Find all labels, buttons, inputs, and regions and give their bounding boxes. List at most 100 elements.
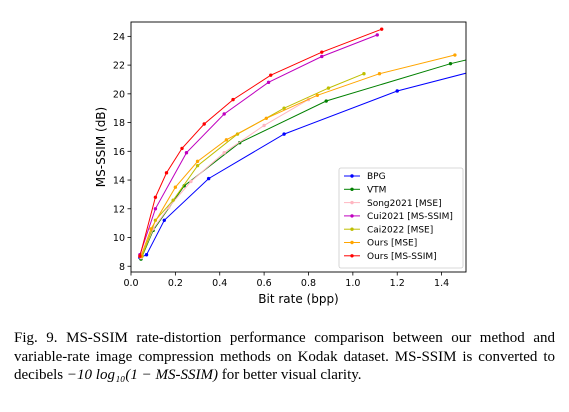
data-point — [362, 72, 366, 76]
legend-label: Cui2021 [MS-SSIM] — [367, 212, 453, 222]
x-tick-label: 0.8 — [301, 278, 316, 289]
x-tick-label: 0.0 — [123, 278, 138, 289]
data-point — [222, 151, 226, 155]
data-point — [189, 179, 193, 184]
data-point — [326, 86, 331, 90]
caption-text: MS-SSIM rate-distortion performance comp… — [14, 330, 555, 383]
data-point — [153, 195, 158, 199]
data-point — [195, 159, 200, 164]
data-point — [224, 138, 229, 142]
series-bpg — [138, 69, 476, 260]
data-point — [266, 80, 271, 85]
x-axis-label: Bit rate (bpp) — [258, 292, 339, 306]
y-axis-ticks: 8 10 12 14 16 18 20 22 24 — [113, 32, 131, 273]
axes-frame — [130, 21, 467, 273]
plot-series-group — [138, 27, 476, 261]
legend-label: Song2021 [MSE] — [367, 199, 442, 209]
legend-swatch-marker — [350, 200, 354, 205]
data-point — [320, 50, 324, 54]
data-point — [320, 54, 324, 59]
series-ours-mse — [139, 53, 457, 258]
data-point — [269, 73, 273, 77]
y-tick-label: 10 — [113, 233, 125, 244]
data-point — [395, 89, 399, 93]
legend-swatch-marker — [350, 187, 354, 191]
series-line — [140, 99, 309, 258]
data-point — [164, 171, 169, 175]
legend-swatch-marker — [350, 214, 354, 218]
data-point — [195, 163, 200, 168]
x-tick-label: 1.4 — [434, 278, 449, 289]
data-point — [171, 198, 175, 202]
legend-label: VTM — [367, 186, 386, 196]
legend-item: Ours [MS-SSIM] — [344, 252, 437, 262]
data-point — [379, 27, 384, 31]
data-point — [375, 33, 379, 37]
legend-label: Ours [MSE] — [367, 239, 417, 249]
legend-swatch-marker — [350, 254, 354, 258]
y-tick-label: 8 — [119, 262, 125, 273]
x-tick-label: 1.0 — [345, 278, 360, 289]
data-point — [162, 218, 166, 222]
legend: BPG VTM Song2021 [MSE] Cui2021 [MS-SSIM] Cai… — [338, 167, 464, 269]
series-cui2021-ms-ssim — [138, 33, 379, 257]
data-point — [138, 254, 142, 258]
legend-label: Cai2022 [MSE] — [367, 225, 433, 235]
x-tick-label: 0.2 — [168, 278, 183, 289]
data-point — [144, 253, 149, 257]
data-point — [453, 53, 457, 57]
caption-text-end: for better visual clarity. — [217, 367, 362, 383]
x-tick-label: 1.2 — [390, 278, 405, 289]
legend-item: Cai2022 [MSE] — [344, 225, 433, 235]
data-point — [262, 123, 266, 128]
data-point — [282, 132, 286, 136]
figure-caption: Fig. 9. MS-SSIM rate-distortion performa… — [14, 329, 555, 385]
y-tick-label: 24 — [113, 32, 125, 43]
y-tick-label: 20 — [113, 89, 125, 100]
series-line — [141, 73, 365, 257]
y-tick-label: 22 — [113, 61, 125, 72]
legend-swatch-marker — [350, 240, 354, 245]
data-point — [324, 99, 328, 103]
data-point — [184, 151, 189, 155]
data-point — [149, 227, 153, 231]
series-cai2022-mse — [140, 72, 366, 258]
y-tick-label: 18 — [113, 118, 125, 129]
y-tick-label: 14 — [113, 176, 125, 187]
y-tick-label: 12 — [113, 204, 125, 215]
legend-item: Ours [MSE] — [344, 239, 417, 249]
legend-item: Cui2021 [MS-SSIM] — [344, 212, 453, 222]
data-point — [153, 207, 158, 211]
y-tick-label: 16 — [113, 147, 125, 158]
x-tick-label: 0.4 — [212, 278, 227, 289]
y-axis-label: MS-SSIM (dB) — [94, 107, 108, 187]
series-ours-ms-ssim — [138, 27, 384, 258]
x-axis-ticks: 0.0 0.2 0.4 0.6 0.8 1.0 1.2 1.4 — [123, 272, 449, 289]
legend-box — [338, 167, 464, 269]
data-point — [206, 176, 211, 181]
data-point — [264, 116, 269, 120]
legend-label: Ours [MS-SSIM] — [367, 252, 437, 262]
data-point — [377, 72, 382, 76]
legend-item: VTM — [344, 186, 386, 196]
data-point — [473, 69, 476, 72]
rd-chart: 0.0 0.2 0.4 0.6 0.8 1.0 1.2 1.4 8 10 12 14 16 18 20 22… — [94, 21, 476, 306]
series-song2021-mse — [139, 97, 311, 260]
legend-item: Song2021 [MSE] — [344, 199, 442, 209]
data-point — [231, 97, 235, 102]
legend-item: BPG — [344, 172, 386, 182]
data-point — [448, 61, 453, 66]
legend-swatch-marker — [350, 227, 354, 231]
caption-figure-number: Fig. 9. — [14, 330, 58, 346]
data-point — [222, 112, 226, 116]
legend-label: BPG — [367, 172, 386, 182]
data-point — [173, 185, 178, 189]
x-tick-label: 0.6 — [257, 278, 272, 289]
data-point — [282, 106, 286, 110]
caption-formula: −10 log₁₀(1 − MS-SSIM) — [66, 367, 218, 383]
data-point — [473, 56, 476, 59]
data-point — [202, 122, 206, 126]
data-point — [180, 146, 184, 151]
data-point — [315, 93, 320, 97]
legend-swatch-marker — [350, 174, 354, 178]
